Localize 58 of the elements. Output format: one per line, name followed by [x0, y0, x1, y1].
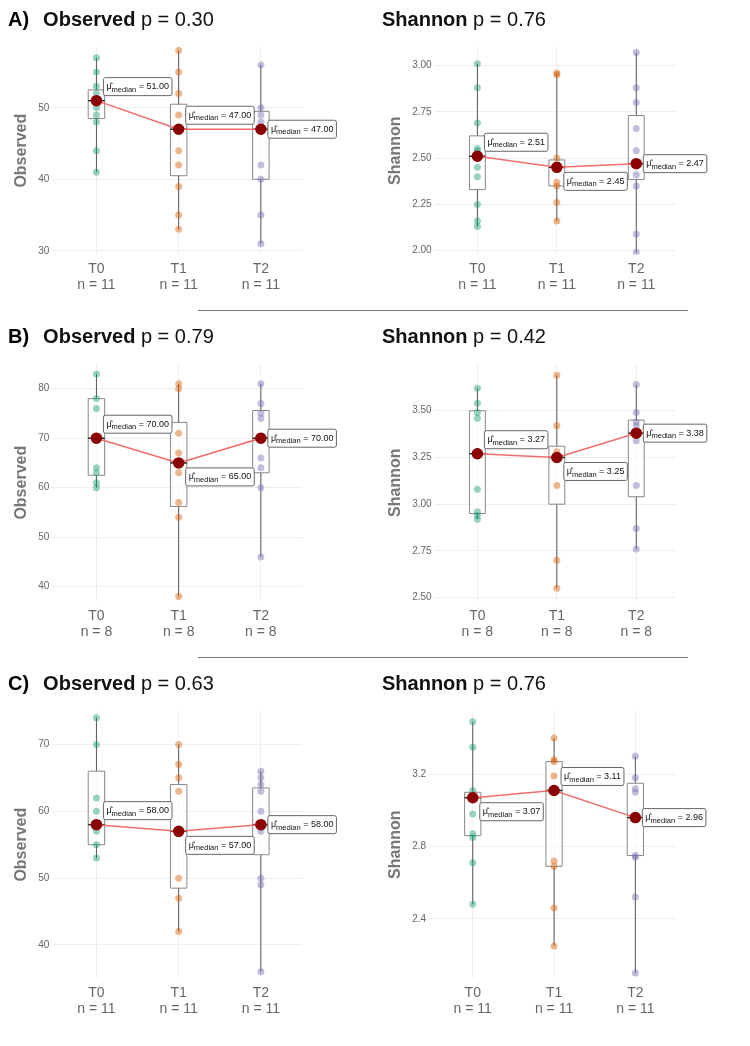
x-tick-label: T0 n = 11: [458, 259, 497, 293]
y-tick-label: 2.00: [412, 244, 433, 256]
y-axis-title: Observed: [12, 807, 30, 882]
chart-title: Observed p = 0.79: [43, 325, 214, 347]
y-axis-title: Shannon: [386, 810, 404, 879]
y-tick-label: 40: [38, 173, 50, 185]
chart-title: Shannon p = 0.76: [382, 8, 546, 30]
y-tick-label: 2.50: [412, 591, 433, 603]
y-tick-label: 3.50: [412, 404, 433, 416]
x-tick-label: T2 n = 8: [620, 606, 653, 640]
y-tick-label: 3.00: [412, 59, 433, 71]
y-tick-label: 50: [38, 530, 50, 542]
x-tick-label: T1 n = 11: [537, 259, 577, 293]
text: B): [8, 325, 30, 348]
y-tick-label: 70: [38, 431, 50, 443]
x-tick-label: T1 n = 8: [162, 606, 195, 640]
y-tick-label: 30: [38, 244, 50, 256]
y-tick-label: 40: [38, 580, 50, 592]
x-tick-label: T1 n = 11: [159, 983, 199, 1017]
y-tick-label: 2.8: [412, 840, 427, 852]
y-axis-title: Shannon: [386, 448, 404, 517]
y-tick-label: 2.75: [412, 105, 433, 117]
chart-title: Shannon p = 0.42: [382, 325, 546, 347]
text: A): [8, 8, 30, 31]
y-tick-label: 2.75: [412, 544, 433, 556]
x-tick-label: T1 n = 8: [541, 606, 573, 640]
y-tick-label: 40: [38, 938, 50, 950]
x-tick-label: T0 n = 11: [453, 983, 493, 1017]
x-tick-label: T1 n = 11: [534, 983, 574, 1017]
y-axis-title: Shannon: [386, 116, 404, 185]
x-tick-label: T0 n = 8: [80, 606, 113, 640]
x-tick-label: T1 n = 11: [159, 259, 199, 293]
y-tick-label: 70: [38, 738, 50, 750]
chart-title: Observed p = 0.63: [43, 672, 214, 694]
text: C): [8, 672, 30, 695]
x-tick-label: T2 n = 11: [617, 259, 656, 293]
x-tick-label: T2 n = 11: [241, 259, 281, 293]
x-tick-label: T2 n = 8: [245, 606, 277, 640]
x-tick-label: T0 n = 8: [461, 606, 494, 640]
y-tick-label: 2.4: [412, 912, 427, 924]
y-axis-title: Observed: [12, 445, 30, 520]
chart-title: Observed p = 0.30: [43, 8, 214, 30]
y-tick-label: 50: [38, 101, 50, 113]
x-tick-label: T0 n = 11: [77, 259, 116, 293]
y-tick-label: 2.25: [412, 198, 433, 210]
y-tick-label: 3.00: [412, 497, 433, 509]
chart-title: Shannon p = 0.76: [382, 672, 546, 694]
x-tick-label: T2 n = 11: [241, 983, 281, 1017]
y-tick-label: 3.2: [412, 767, 427, 779]
y-tick-label: 2.50: [412, 151, 433, 163]
y-tick-label: 3.25: [412, 451, 433, 463]
y-tick-label: 80: [38, 382, 50, 394]
x-tick-label: T0 n = 11: [77, 983, 116, 1017]
y-tick-label: 50: [38, 871, 50, 883]
y-tick-label: 60: [38, 805, 50, 817]
y-axis-title: Observed: [12, 113, 30, 188]
x-tick-label: T2 n = 11: [616, 983, 655, 1017]
y-tick-label: 60: [38, 481, 50, 493]
